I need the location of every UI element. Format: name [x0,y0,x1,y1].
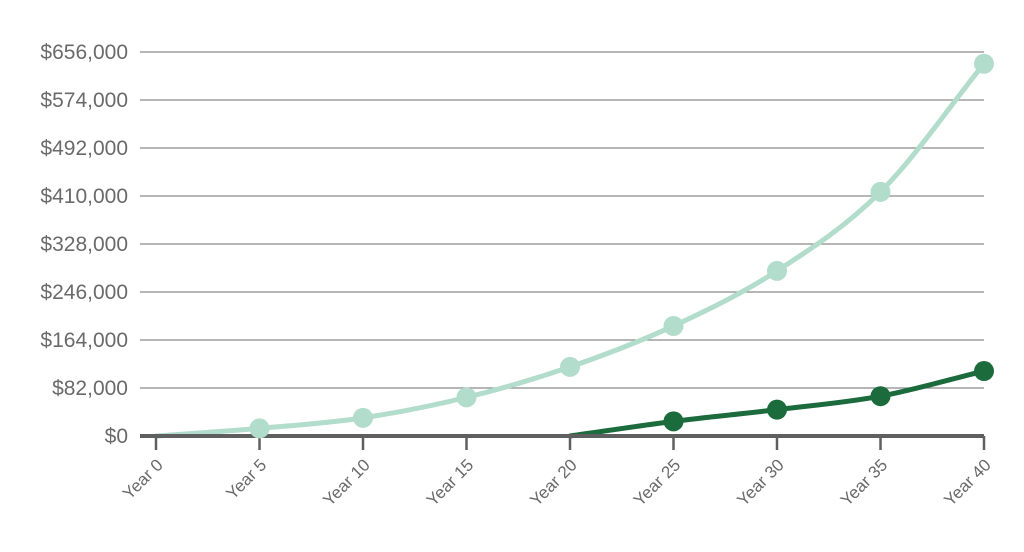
data-point [663,411,684,432]
data-point [663,315,684,336]
series-points [249,53,994,439]
y-tick-label: $246,000 [40,281,128,304]
data-point [974,361,994,382]
x-tick-label: Year 0 [119,455,167,503]
y-tick-label: $492,000 [40,137,128,160]
series-lines [153,61,987,439]
data-point [974,53,994,74]
x-tick-label: Year 30 [733,455,787,509]
x-tick-label: Year 35 [837,455,891,509]
gridlines [140,51,984,389]
y-tick-label: $574,000 [40,89,128,112]
data-point [249,418,270,439]
data-point [767,399,787,420]
y-tick-label: $0 [105,425,128,448]
x-tick-label: Year 10 [319,455,373,509]
y-axis-tick-labels: $0 $82,000 $164,000 $246,000 $328,000 $410,00… [40,41,128,448]
y-tick-label: $82,000 [52,377,128,400]
x-axis [140,434,986,450]
x-axis-tick-labels: Year 0 Year 5 Year 10 Year 15 Year 20 Year 25… [119,455,995,509]
x-tick-label: Year 15 [423,455,477,509]
data-point [353,407,373,428]
y-tick-label: $410,000 [40,185,128,208]
data-point [870,386,891,407]
series-line [153,61,987,439]
x-tick-label: Year 20 [526,455,580,509]
y-tick-label: $164,000 [40,329,128,352]
data-point [767,260,787,281]
x-tick-label: Year 25 [630,455,684,509]
data-point [560,356,580,377]
y-tick-label: $656,000 [40,41,128,64]
data-point [456,387,477,408]
y-tick-label: $328,000 [40,233,128,256]
x-tick-label: Year 5 [223,455,271,503]
x-tick-label: Year 40 [940,455,994,509]
data-point [870,181,891,202]
